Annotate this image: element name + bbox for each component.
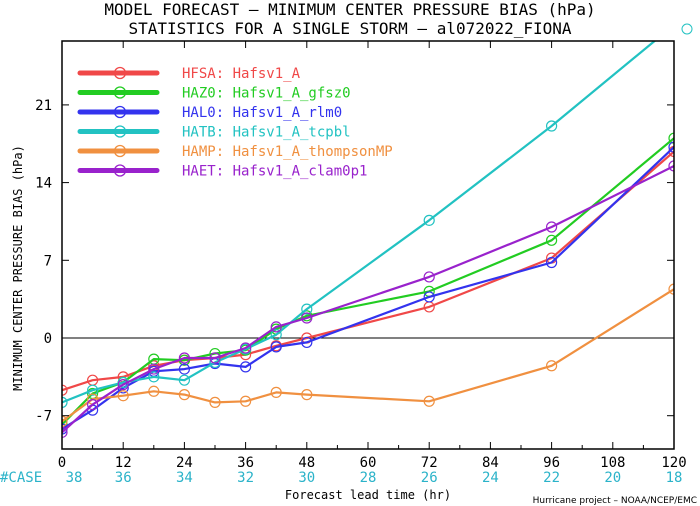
legend-swatch-marker	[113, 125, 127, 138]
data-point	[209, 352, 221, 364]
case-count: 22	[543, 470, 560, 486]
x-tick-label: 48	[298, 455, 315, 471]
data-point	[178, 352, 190, 364]
x-axis-label: Forecast lead time (hr)	[285, 488, 451, 502]
data-point	[270, 341, 282, 353]
legend-label: HAL0: Hafsv1_A_rlm0	[182, 105, 342, 121]
credit-text: Hurricane project – NOAA/NCEP/EMC	[533, 496, 697, 506]
data-point	[545, 120, 558, 132]
legend-label: HFSA: Hafsv1_A	[182, 66, 301, 82]
legend-swatch-marker	[113, 66, 127, 80]
plot-frame	[61, 40, 675, 450]
chart-title-line2: STATISTICS FOR A SINGLE STORM – al072022…	[128, 19, 571, 38]
data-point	[423, 214, 435, 226]
x-tick-label: 0	[58, 455, 66, 471]
data-point	[301, 336, 313, 349]
data-point	[545, 234, 558, 246]
legend-swatch-marker	[113, 144, 127, 158]
case-count: 24	[482, 470, 499, 486]
x-tick-label: 60	[360, 455, 377, 471]
y-tick-label: -7	[35, 409, 52, 425]
case-count: 34	[176, 470, 193, 486]
data-point	[545, 360, 558, 372]
data-point	[669, 20, 679, 30]
x-tick-label: 24	[176, 455, 193, 471]
chart-title-line1: MODEL FORECAST – MINIMUM CENTER PRESSURE…	[104, 0, 595, 19]
data-point	[301, 312, 313, 324]
plot-area: 0 12 24 36 48 60 72 84 96 108 120 -7 0 7 14 21 38 36 34 32 3…	[35, 20, 687, 486]
x-tick-label: 72	[421, 455, 438, 471]
case-count: 32	[237, 470, 254, 486]
series-line-3	[62, 146, 674, 430]
case-count: 36	[115, 470, 132, 486]
data-point	[301, 389, 313, 401]
data-point	[209, 396, 221, 408]
case-count: 38	[66, 470, 83, 486]
data-point	[148, 363, 160, 375]
data-point	[423, 291, 435, 303]
case-count: 20	[604, 470, 621, 486]
data-point	[423, 395, 435, 407]
legend: HFSA: Hafsv1_A HAZ0: Hafsv1_A_gfsz0 HAL0: …	[77, 66, 393, 180]
legend-label: HAMP: Hafsv1_A_thompsonMP	[182, 144, 393, 160]
legend-swatch-marker	[113, 164, 127, 177]
data-point	[668, 141, 674, 153]
y-tick-label: 0	[44, 331, 52, 347]
x-tick-label: 12	[115, 455, 132, 471]
data-point	[62, 418, 68, 431]
y-axis-label: MINIMUM CENTER PRESSURE BIAS (hPa)	[11, 145, 25, 391]
data-point	[86, 399, 99, 411]
case-count: 18	[666, 470, 683, 486]
x-tick-label: 84	[482, 455, 499, 471]
data-point	[240, 342, 252, 354]
data-point	[668, 132, 674, 144]
y-tick-label: 7	[44, 253, 52, 269]
x-tick-label: 108	[600, 455, 625, 471]
legend-label: HATB: Hafsv1_A_tcpbl	[182, 125, 351, 141]
data-point	[545, 256, 558, 269]
data-point	[117, 390, 129, 402]
series-line-6	[62, 165, 674, 434]
y-tick-label: 14	[35, 176, 52, 192]
data-point	[240, 395, 252, 407]
offscale-marker-icon	[681, 23, 693, 35]
data-point	[668, 160, 674, 172]
data-point	[301, 303, 313, 315]
data-point	[62, 396, 68, 408]
x-tick-label: 36	[237, 455, 254, 471]
case-label: #CASE	[0, 470, 42, 486]
case-count: 28	[360, 470, 377, 486]
data-point	[545, 221, 558, 233]
data-point	[270, 321, 282, 333]
legend-swatch-marker	[113, 105, 127, 119]
data-point	[423, 271, 435, 283]
case-count: 26	[421, 470, 438, 486]
data-point	[270, 329, 282, 341]
series-line-5	[62, 288, 674, 423]
legend-label: HAET: Hafsv1_A_clam0p1	[182, 164, 367, 180]
data-point	[148, 371, 160, 383]
data-point	[62, 384, 68, 396]
data-point	[178, 389, 190, 401]
data-point	[62, 415, 68, 427]
y-tick-label: 21	[35, 98, 52, 114]
x-tick-label: 120	[661, 455, 686, 471]
x-tick-label: 96	[543, 455, 560, 471]
data-point	[178, 363, 190, 375]
data-point	[117, 379, 129, 391]
case-count: 30	[298, 470, 315, 486]
legend-label: HAZ0: Hafsv1_A_gfsz0	[182, 86, 351, 102]
data-point	[86, 384, 99, 396]
data-point	[240, 361, 252, 373]
data-point	[270, 386, 282, 398]
data-point	[148, 385, 160, 397]
series-group	[62, 20, 679, 438]
data-point	[178, 374, 190, 386]
data-point	[668, 283, 674, 295]
data-point	[62, 426, 68, 438]
legend-swatch-marker	[113, 86, 127, 99]
